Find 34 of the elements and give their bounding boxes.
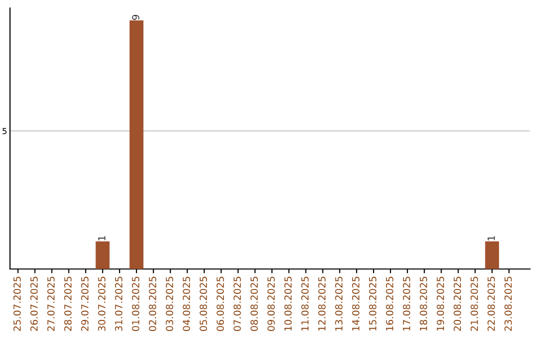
data-label: 1 — [98, 236, 106, 240]
x-tick-label: 08.08.2025 — [250, 276, 258, 331]
x-tick-label: 29.07.2025 — [81, 276, 89, 331]
y-tick-label: 5 — [2, 128, 6, 134]
x-tick-label: 15.08.2025 — [369, 276, 376, 331]
x-tick-label: 30.07.2025 — [98, 276, 106, 331]
x-tick-label: 22.08.2025 — [488, 276, 495, 331]
x-tick-label: 18.08.2025 — [420, 276, 428, 331]
x-tick-label: 27.07.2025 — [47, 276, 55, 331]
x-tick-label: 03.08.2025 — [166, 276, 174, 331]
x-tick-label: 21.08.2025 — [470, 276, 478, 331]
data-label: 1 — [488, 236, 495, 240]
x-tick-label: 17.08.2025 — [402, 276, 410, 331]
data-label: 9 — [132, 14, 140, 20]
x-tick-label: 14.08.2025 — [352, 276, 360, 331]
x-tick-label: 01.08.2025 — [132, 276, 140, 331]
x-tick-label: 11.08.2025 — [301, 276, 309, 331]
x-tick-label: 07.08.2025 — [234, 276, 241, 331]
x-tick-label: 04.08.2025 — [182, 276, 190, 331]
x-tick-label: 23.08.2025 — [504, 276, 512, 331]
x-tick-label: 28.07.2025 — [64, 276, 72, 331]
x-tick-label: 10.08.2025 — [284, 276, 292, 331]
x-tick-label: 06.08.2025 — [216, 276, 224, 331]
x-tick-label: 16.08.2025 — [386, 276, 394, 331]
x-tick-label: 13.08.2025 — [335, 276, 342, 331]
x-tick-label: 25.07.2025 — [13, 276, 21, 331]
x-tick-label: 31.07.2025 — [115, 276, 122, 331]
x-tick-label: 09.08.2025 — [267, 276, 275, 331]
x-tick-label: 12.08.2025 — [318, 276, 326, 331]
x-tick-label: 19.08.2025 — [436, 276, 444, 331]
x-tick-label: 02.08.2025 — [148, 276, 156, 331]
x-tick-label: 05.08.2025 — [200, 276, 208, 331]
x-tick-label: 20.08.2025 — [454, 276, 462, 331]
x-tick-label: 26.07.2025 — [30, 276, 38, 331]
